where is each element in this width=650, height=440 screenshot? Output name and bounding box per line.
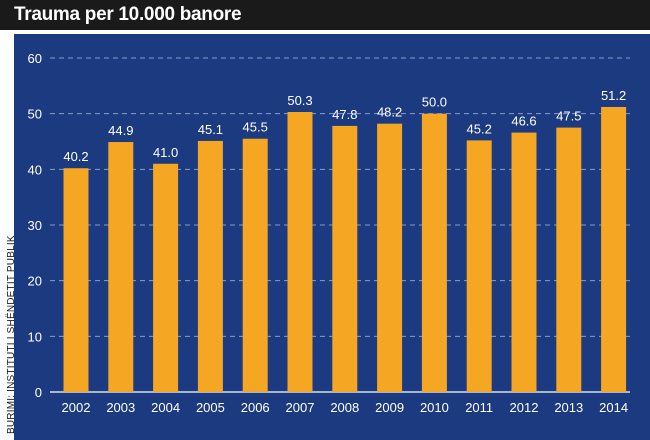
data-label-2012: 46.6: [511, 114, 536, 129]
x-tick-label-2009: 2009: [375, 400, 404, 415]
data-label-2006: 45.5: [243, 120, 268, 135]
y-tick-label: 20: [28, 274, 42, 289]
x-tick-label-2008: 2008: [330, 400, 359, 415]
bar-2012: [511, 132, 537, 393]
x-tick-label-2003: 2003: [106, 400, 135, 415]
bar-layer: [63, 106, 627, 393]
data-label-2007: 50.3: [287, 93, 312, 108]
bar-2013: [556, 127, 582, 392]
y-tick-label: 40: [28, 162, 42, 177]
data-label-2013: 47.5: [556, 109, 581, 124]
bar-2010: [421, 113, 447, 393]
data-label-2008: 47.8: [332, 107, 357, 122]
bar-2004: [153, 163, 179, 392]
x-tick-label-2002: 2002: [62, 400, 91, 415]
x-tick-label-2006: 2006: [241, 400, 270, 415]
data-label-2004: 41.0: [153, 145, 178, 160]
data-label-2014: 51.2: [601, 88, 626, 103]
label-layer: 0 10 20 30 40 50 60 40.2 2002 44.9 2003 41.0 2004 45.…: [28, 51, 629, 415]
bar-2005: [197, 140, 223, 392]
bar-2003: [108, 142, 134, 392]
y-tick-label: 30: [28, 218, 42, 233]
bar-2007: [287, 111, 313, 392]
y-tick-label: 50: [28, 107, 42, 122]
chart-title: Trauma per 10.000 banore: [14, 4, 242, 25]
data-label-2002: 40.2: [63, 149, 88, 164]
data-label-2003: 44.9: [108, 123, 133, 138]
x-tick-label-2014: 2014: [599, 400, 628, 415]
x-tick-label-2004: 2004: [151, 400, 180, 415]
bar-2009: [377, 123, 403, 392]
x-tick-label-2013: 2013: [554, 400, 583, 415]
x-tick-label-2007: 2007: [286, 400, 315, 415]
x-tick-label-2012: 2012: [510, 400, 539, 415]
data-label-2005: 45.1: [198, 122, 223, 137]
bar-2002: [63, 168, 89, 392]
bar-2006: [242, 138, 268, 392]
y-tick-label: 10: [28, 329, 42, 344]
data-label-2010: 50.0: [422, 95, 447, 110]
y-tick-label: 60: [28, 51, 42, 66]
data-label-2009: 48.2: [377, 105, 402, 120]
x-tick-label-2011: 2011: [465, 400, 493, 415]
bar-2011: [466, 140, 492, 392]
y-tick-label: 0: [35, 385, 42, 400]
data-label-2011: 45.2: [467, 121, 492, 136]
bar-2008: [332, 125, 358, 392]
title-bar: Trauma per 10.000 banore: [0, 0, 650, 30]
x-tick-label-2005: 2005: [196, 400, 225, 415]
x-tick-label-2010: 2010: [420, 400, 449, 415]
bar-2014: [601, 106, 627, 392]
